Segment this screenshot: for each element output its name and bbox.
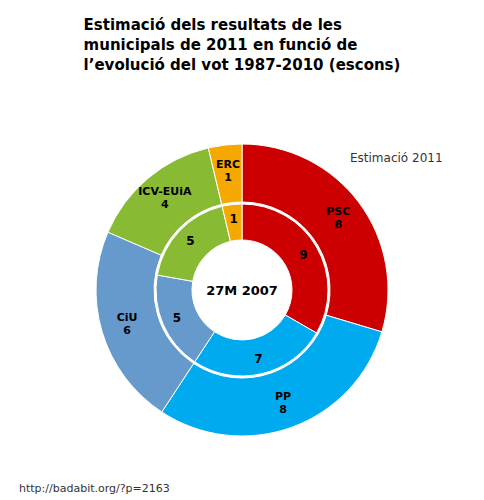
svg-text:PP: PP <box>275 390 291 403</box>
svg-text:8: 8 <box>279 403 287 416</box>
svg-text:http://badabit.org/?p=2163: http://badabit.org/?p=2163 <box>19 482 170 495</box>
svg-text:9: 9 <box>299 248 307 262</box>
svg-text:1: 1 <box>224 171 232 184</box>
svg-text:ICV-EUiA: ICV-EUiA <box>138 185 192 198</box>
svg-text:6: 6 <box>123 324 131 337</box>
svg-text:5: 5 <box>173 311 181 325</box>
svg-text:8: 8 <box>334 218 342 231</box>
svg-text:5: 5 <box>186 234 194 248</box>
svg-text:l’evolució del vot 1987-2010 (: l’evolució del vot 1987-2010 (escons) <box>84 56 401 74</box>
svg-text:4: 4 <box>161 198 169 211</box>
svg-text:1: 1 <box>230 212 238 226</box>
svg-text:7: 7 <box>254 352 262 366</box>
svg-text:ERC: ERC <box>216 158 240 171</box>
svg-text:27M 2007: 27M 2007 <box>206 283 278 298</box>
svg-text:PSC: PSC <box>326 205 350 218</box>
svg-text:Estimació 2011: Estimació 2011 <box>350 151 443 165</box>
svg-text:municipals de 2011 en funció d: municipals de 2011 en funció de <box>84 36 358 54</box>
svg-text:Estimació dels resultats de le: Estimació dels resultats de les <box>84 16 342 34</box>
svg-text:CiU: CiU <box>117 311 138 324</box>
